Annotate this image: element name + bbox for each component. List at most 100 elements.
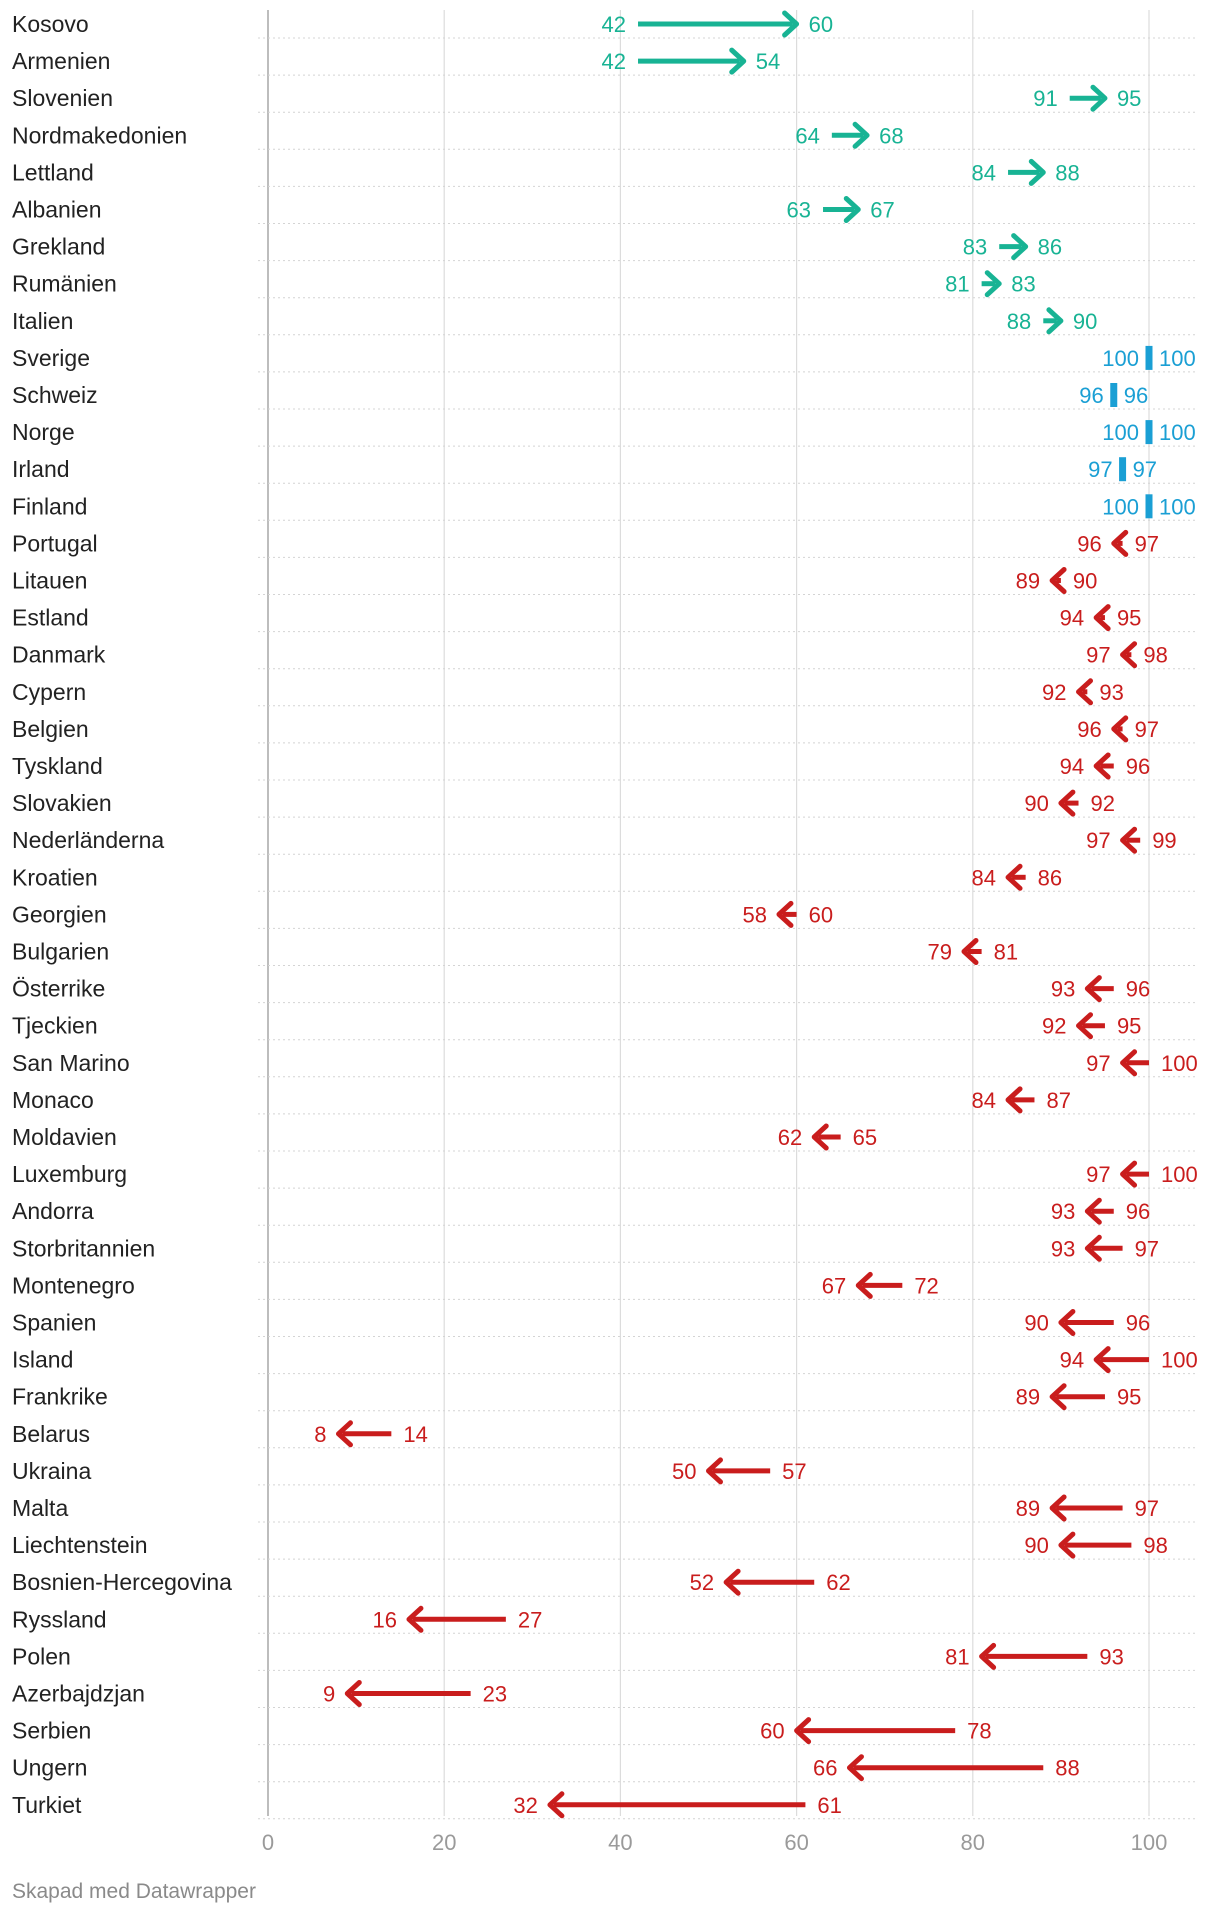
country-label: Liechtenstein xyxy=(12,1532,148,1558)
from-value-label: 93 xyxy=(1099,680,1123,705)
country-label: Armenien xyxy=(12,48,110,74)
to-value-label: 83 xyxy=(1011,272,1035,297)
arrow-mark xyxy=(1049,1494,1123,1522)
arrow-head xyxy=(782,10,800,38)
from-value-label: 92 xyxy=(1091,791,1115,816)
country-label: Kosovo xyxy=(12,11,89,37)
to-value-label: 97 xyxy=(1133,457,1157,482)
to-value-label: 16 xyxy=(372,1607,396,1632)
arrow-mark xyxy=(979,1642,1088,1670)
to-value-label: 94 xyxy=(1060,754,1084,779)
arrow-head xyxy=(1005,863,1023,891)
to-value-label: 97 xyxy=(1086,1162,1110,1187)
arrow-mark xyxy=(1093,1346,1149,1374)
country-label: Danmark xyxy=(12,642,106,668)
country-label: Belgien xyxy=(12,716,89,742)
arrow-mark xyxy=(1120,1160,1149,1188)
arrow-mark xyxy=(1093,752,1114,780)
arrow-head xyxy=(706,1457,723,1485)
to-value-label: 79 xyxy=(928,940,952,965)
from-value-label: 14 xyxy=(403,1422,427,1447)
country-label: Norge xyxy=(12,419,75,445)
from-value-label: 88 xyxy=(1007,309,1031,334)
country-label: Malta xyxy=(12,1495,68,1521)
arrow-mark xyxy=(1058,1531,1132,1559)
from-value-label: 57 xyxy=(782,1459,806,1484)
from-value-label: 96 xyxy=(1126,754,1150,779)
from-value-label: 97 xyxy=(1088,457,1112,482)
arrow-head xyxy=(1120,1160,1138,1188)
country-label: Schweiz xyxy=(12,382,98,408)
to-value-label: 93 xyxy=(1051,977,1075,1002)
arrow-mark xyxy=(723,1568,815,1596)
country-label: Tjeckien xyxy=(12,1013,98,1039)
to-value-label: 90 xyxy=(1073,309,1097,334)
from-value-label: 91 xyxy=(1033,86,1057,111)
country-label: Monaco xyxy=(12,1087,94,1113)
arrow-mark xyxy=(981,270,1002,298)
arrow-mark xyxy=(961,938,982,965)
to-value-label: 100 xyxy=(1159,420,1196,445)
arrow-mark xyxy=(1120,641,1138,669)
arrow-head xyxy=(846,1754,864,1782)
to-value-label: 62 xyxy=(778,1125,802,1150)
country-label: Turkiet xyxy=(12,1792,82,1818)
country-label: Grekland xyxy=(12,234,105,260)
arrow-mark xyxy=(406,1605,506,1633)
from-value-label: 97 xyxy=(1135,1496,1159,1521)
country-label: Andorra xyxy=(12,1198,94,1224)
arrow-head xyxy=(811,1123,829,1151)
x-tick-label: 80 xyxy=(961,1830,985,1855)
country-label: Slovakien xyxy=(12,790,112,816)
x-tick-label: 100 xyxy=(1131,1830,1168,1855)
to-value-label: 86 xyxy=(1038,235,1062,260)
country-label: Estland xyxy=(12,605,89,631)
to-value-label: 90 xyxy=(1024,1533,1048,1558)
to-value-label: 93 xyxy=(1051,1199,1075,1224)
from-value-label: 100 xyxy=(1102,420,1139,445)
to-value-label: 96 xyxy=(1124,383,1148,408)
unchanged-marker xyxy=(1145,494,1153,519)
to-value-label: 97 xyxy=(1086,828,1110,853)
from-value-label: 98 xyxy=(1143,643,1167,668)
arrow-head xyxy=(1028,158,1046,186)
arrow-head xyxy=(344,1680,362,1707)
arrow-head xyxy=(1058,1309,1076,1336)
country-label: Portugal xyxy=(12,530,98,556)
to-value-label: 52 xyxy=(690,1570,714,1595)
from-value-label: 42 xyxy=(602,12,626,37)
to-value-label: 94 xyxy=(1060,1348,1084,1373)
from-value-label: 83 xyxy=(963,235,987,260)
from-value-label: 65 xyxy=(853,1125,877,1150)
to-value-label: 66 xyxy=(813,1756,837,1781)
from-value-label: 84 xyxy=(972,160,996,185)
arrow-head xyxy=(794,1717,812,1745)
country-label: Kroatien xyxy=(12,864,98,890)
country-label: Rumänien xyxy=(12,271,117,297)
arrow-head xyxy=(1111,529,1129,557)
arrow-head xyxy=(729,47,747,75)
arrow-head xyxy=(1093,752,1111,780)
from-value-label: 64 xyxy=(795,123,819,148)
arrow-head xyxy=(1058,789,1076,817)
to-value-label: 94 xyxy=(1060,606,1084,631)
country-label: Österrike xyxy=(12,976,105,1002)
from-value-label: 97 xyxy=(1135,1236,1159,1261)
from-value-label: 100 xyxy=(1161,1348,1198,1373)
from-value-label: 97 xyxy=(1135,717,1159,742)
arrow-mark xyxy=(846,1754,1044,1782)
arrow-head xyxy=(1049,1494,1067,1522)
arrow-mark xyxy=(811,1123,841,1151)
arrow-mark xyxy=(1008,158,1046,186)
to-value-label: 96 xyxy=(1077,717,1101,742)
arrow-mark xyxy=(1111,529,1129,557)
to-value-label: 67 xyxy=(870,198,894,223)
to-value-label: 60 xyxy=(760,1719,784,1744)
arrow-mark xyxy=(547,1791,806,1819)
to-value-label: 89 xyxy=(1016,1496,1040,1521)
arrow-mark xyxy=(1111,715,1129,743)
from-value-label: 97 xyxy=(1135,531,1159,556)
from-value-label: 27 xyxy=(518,1607,542,1632)
arrow-mark xyxy=(1120,826,1141,854)
country-label: Bulgarien xyxy=(12,939,109,965)
